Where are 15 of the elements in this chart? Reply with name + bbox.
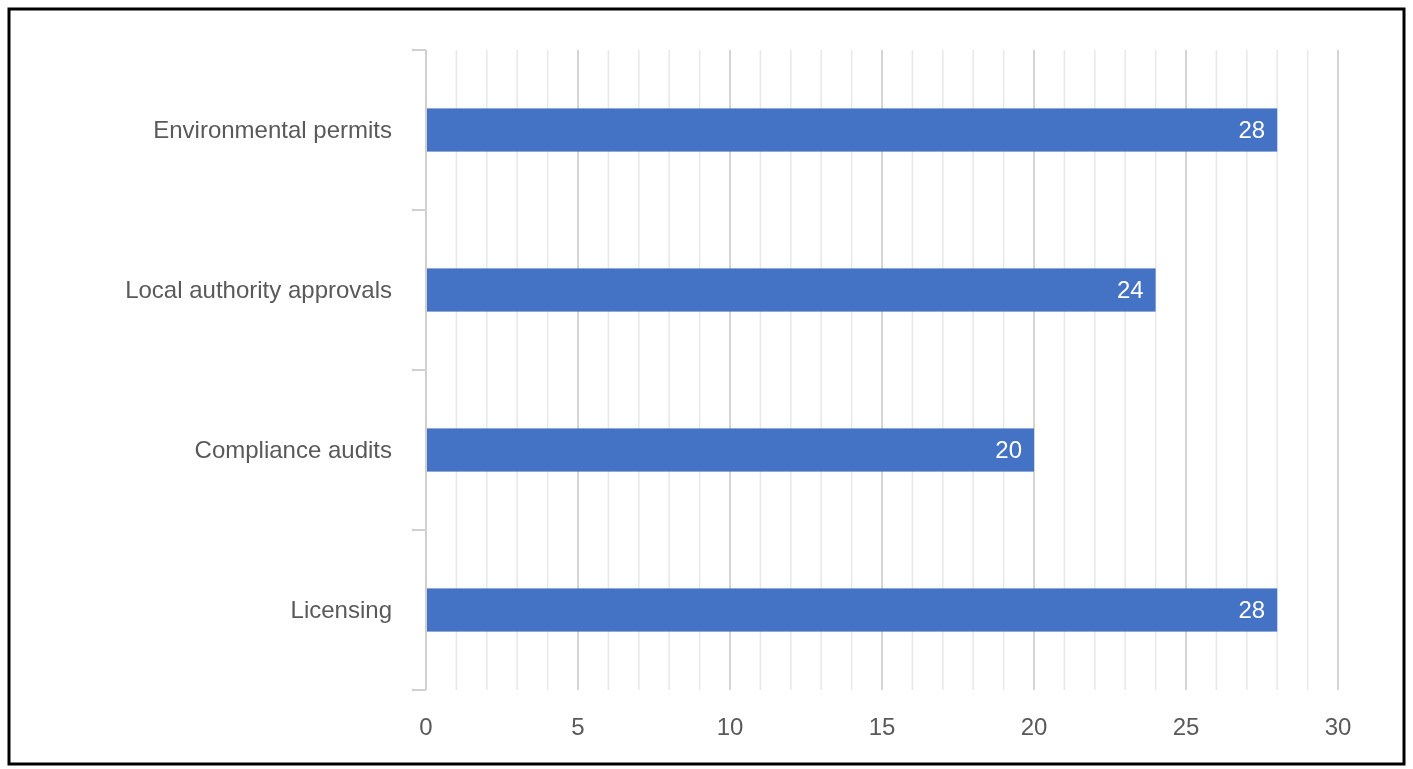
y-tick-label: Compliance audits xyxy=(194,436,392,464)
data-label: 28 xyxy=(1238,596,1266,624)
data-label: 24 xyxy=(1116,276,1144,304)
x-tick-label: 25 xyxy=(1172,713,1200,740)
data-label: 28 xyxy=(1238,116,1266,144)
y-tick-label: Licensing xyxy=(290,596,392,624)
x-tick-label: 0 xyxy=(419,713,433,740)
x-tick-label: 15 xyxy=(868,713,896,740)
x-tick-label: 20 xyxy=(1020,713,1048,740)
x-tick-label: 30 xyxy=(1324,713,1352,740)
x-tick-label: 5 xyxy=(571,713,585,740)
y-tick-label: Environmental permits xyxy=(153,116,392,144)
y-tick-label: Local authority approvals xyxy=(125,276,392,304)
data-label: 20 xyxy=(995,436,1022,464)
x-tick-label: 10 xyxy=(716,713,744,740)
